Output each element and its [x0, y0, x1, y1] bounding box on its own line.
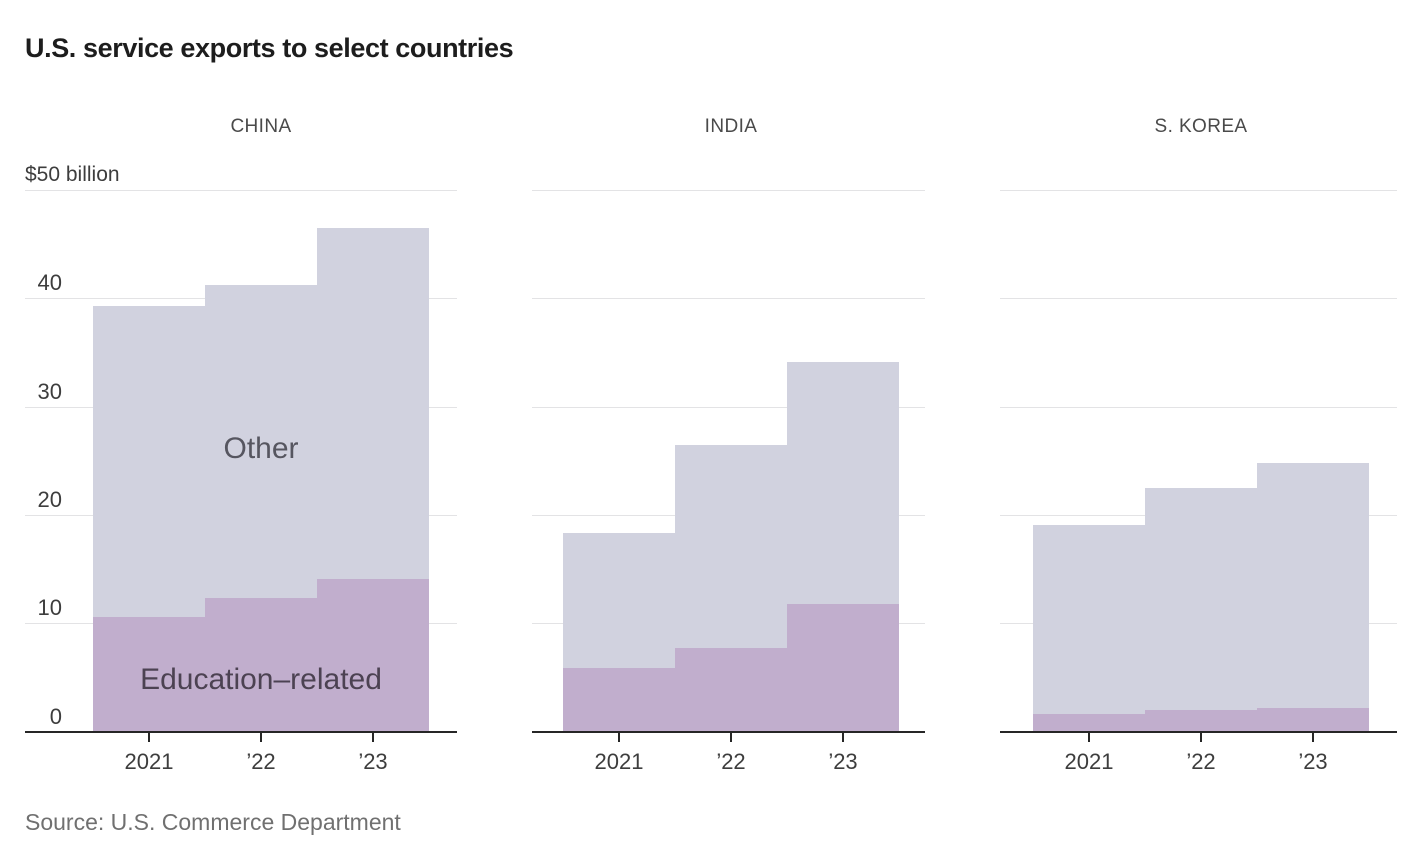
y-tick-label: 0	[49, 703, 62, 729]
x-axis-tick	[1088, 733, 1090, 742]
gridline-40	[532, 298, 925, 300]
gridline-30	[1000, 406, 1397, 408]
bar-segment-other	[675, 444, 787, 649]
gridline-40	[1000, 298, 1397, 300]
x-axis-tick	[148, 733, 150, 742]
x-tick-label: ’23	[358, 749, 388, 774]
bar-segment-other	[563, 533, 675, 668]
bar-segment-other	[205, 285, 317, 599]
bar-segment-education	[787, 603, 899, 732]
x-tick-label: ’23	[828, 749, 858, 774]
source-note: Source: U.S. Commerce Department	[25, 809, 401, 835]
x-axis-tick	[260, 733, 262, 742]
x-axis-line	[1000, 730, 1397, 733]
y-tick-label: 10	[37, 595, 62, 621]
series-label-other: Other	[223, 432, 299, 465]
bar-segment-education	[1033, 714, 1145, 732]
x-tick-label: ’22	[246, 749, 276, 774]
panel-title-india: INDIA	[704, 116, 758, 137]
y-axis-unit-label: $50 billion	[25, 163, 120, 186]
gridline-50	[532, 190, 925, 191]
bar-segment-education	[1257, 707, 1369, 732]
gridline-50	[1000, 190, 1397, 191]
panel-title-s-korea: S. KOREA	[1154, 116, 1248, 137]
bar-segment-education	[93, 616, 205, 732]
bar-segment-education	[205, 598, 317, 732]
x-tick-label: 2021	[124, 749, 174, 774]
x-tick-label: 2021	[594, 749, 644, 774]
bar-segment-education	[675, 648, 787, 732]
x-axis-line	[25, 730, 457, 733]
y-tick-label: 20	[37, 486, 62, 512]
x-tick-label: ’22	[716, 749, 746, 774]
x-axis-tick	[842, 733, 844, 742]
bar-segment-education	[1145, 709, 1257, 732]
panel-title-china: CHINA	[230, 116, 292, 137]
bar-segment-other	[787, 362, 899, 604]
gridline-50	[25, 190, 457, 191]
y-tick-label: 40	[37, 270, 62, 296]
x-axis-line	[532, 730, 925, 733]
y-tick-label: 30	[37, 378, 62, 404]
x-tick-label: ’23	[1298, 749, 1328, 774]
bar-segment-other	[1033, 524, 1145, 715]
x-tick-label: 2021	[1064, 749, 1114, 774]
bar-segment-other	[93, 305, 205, 617]
x-axis-tick	[1312, 733, 1314, 742]
series-label-education: Education–related	[140, 663, 382, 696]
bar-segment-other	[1145, 487, 1257, 710]
x-tick-label: ’22	[1186, 749, 1216, 774]
chart-title: U.S. service exports to select countries	[25, 33, 514, 63]
bar-segment-other	[1257, 462, 1369, 708]
x-axis-tick	[618, 733, 620, 742]
bar-segment-education	[563, 667, 675, 732]
gridline-30	[532, 406, 925, 408]
x-axis-tick	[372, 733, 374, 742]
x-axis-tick	[1200, 733, 1202, 742]
bar-segment-other	[317, 227, 429, 579]
bar-segment-education	[317, 578, 429, 732]
x-axis-tick	[730, 733, 732, 742]
